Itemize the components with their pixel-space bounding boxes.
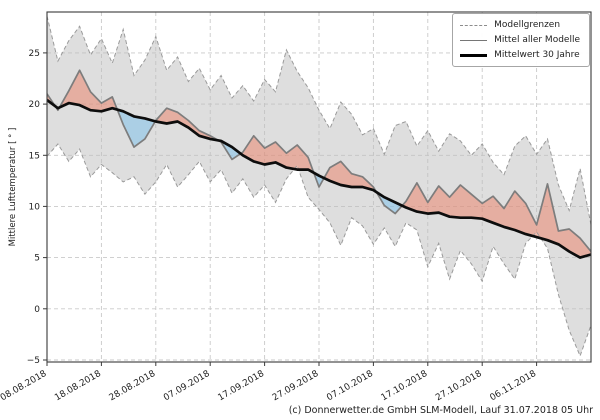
y-tick-label: 10 [29, 202, 41, 212]
dashed-line-icon [460, 24, 488, 26]
legend-label: Mittelwert 30 Jahre [494, 50, 580, 60]
thick-line-icon [460, 53, 488, 57]
x-tick-label: 06.11.2018 [488, 369, 538, 404]
y-tick-label: −5 [27, 356, 40, 366]
climate-mean-line [47, 98, 591, 259]
x-tick-label: 27.09.2018 [271, 369, 321, 404]
y-tick-label: 15 [29, 151, 40, 161]
model-mean-line [47, 69, 591, 253]
x-tick-label: 18.08.2018 [53, 369, 103, 404]
x-tick-label: 17.10.2018 [380, 369, 430, 404]
model-min-line [47, 143, 591, 358]
solid-line-icon [460, 39, 488, 41]
x-tick-label: 27.10.2018 [434, 369, 484, 404]
x-tick-label: 17.09.2018 [216, 369, 266, 404]
model-max-line [47, 15, 591, 225]
chart-caption: (c) Donnerwetter.de GmbH SLM-Modell, Lau… [289, 405, 593, 416]
y-tick-label: 20 [29, 100, 41, 110]
y-tick-label: 0 [34, 305, 40, 315]
y-axis-label: Mittlere Lufttemperatur [ ° ] [8, 128, 18, 247]
x-tick-label: 07.09.2018 [162, 369, 212, 404]
legend-label: Mittel aller Modelle [494, 35, 580, 45]
legend-item-mittel-aller-modelle: Mittel aller Modelle [460, 34, 580, 46]
legend-item-modellgrenzen: Modellgrenzen [460, 19, 580, 31]
legend: Modellgrenzen Mittel aller Modelle Mitte… [452, 13, 590, 67]
x-tick-label: 07.10.2018 [325, 369, 375, 404]
x-tick-label: 28.08.2018 [108, 369, 158, 404]
y-tick-label: 5 [34, 254, 40, 264]
legend-label: Modellgrenzen [494, 20, 561, 30]
y-tick-label: 25 [29, 49, 40, 59]
legend-item-mittelwert-30-jahre: Mittelwert 30 Jahre [460, 49, 580, 61]
x-tick-label: 08.08.2018 [0, 369, 49, 404]
